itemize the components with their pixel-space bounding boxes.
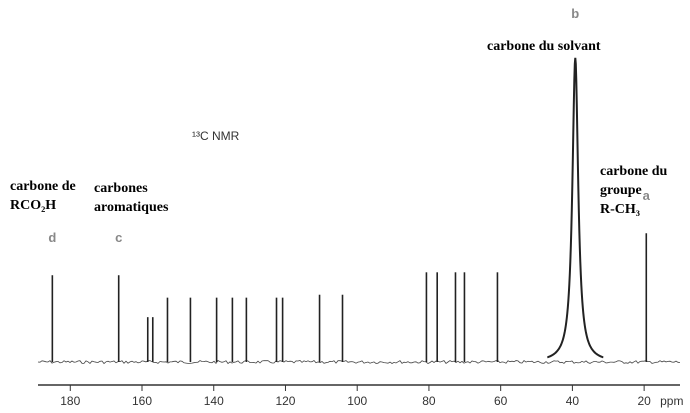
x-tick-label: 80	[422, 394, 436, 408]
baseline	[37, 359, 681, 365]
x-tick-label: 180	[60, 394, 80, 408]
annotation-text: R-CH₃	[600, 202, 640, 217]
x-tick-label: 100	[347, 394, 367, 408]
x-tick-label: 40	[566, 394, 580, 408]
chart-title: ¹³C NMR	[192, 129, 240, 143]
peak	[547, 57, 604, 359]
x-tick-label: 60	[494, 394, 508, 408]
annotation-text: carbone du	[600, 164, 668, 179]
annotation-text: aromatiques	[94, 200, 169, 215]
x-tick-label: 120	[275, 394, 295, 408]
x-axis-label: ppm	[660, 394, 683, 408]
x-tick-label: 20	[637, 394, 651, 408]
annotation-text: carbone de	[10, 179, 76, 194]
annotation-letter: c	[115, 230, 122, 245]
annotation-letter: d	[48, 230, 56, 245]
annotation-letter: b	[571, 6, 579, 21]
annotation-text: carbone du solvant	[487, 39, 601, 54]
annotation-text: carbones	[94, 181, 148, 196]
x-tick-label: 160	[132, 394, 152, 408]
annotation-letter: a	[643, 188, 651, 203]
annotation-text: RCO₂H	[10, 198, 56, 213]
x-tick-label: 140	[204, 394, 224, 408]
annotation-text: groupe	[600, 183, 642, 198]
